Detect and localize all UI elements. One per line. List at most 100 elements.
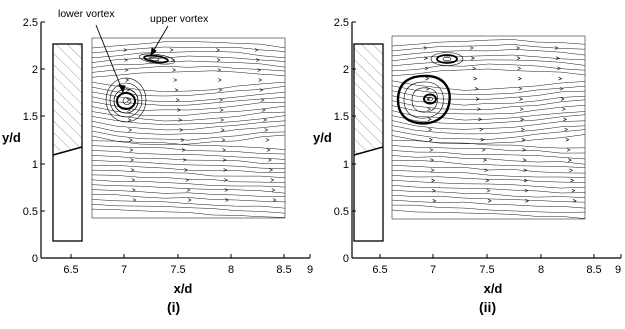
x-tick-ii-1: 7 [430, 264, 436, 276]
streamline [391, 160, 586, 168]
flow-arrow [222, 148, 227, 152]
flow-arrow [477, 107, 481, 111]
flow-arrow [132, 198, 137, 202]
flow-arrow [129, 138, 133, 142]
streamline [391, 170, 586, 178]
flow-arrow [563, 117, 568, 122]
flow-arrow [260, 98, 265, 102]
x-tick-i-1: 7 [121, 264, 127, 276]
streamline [391, 59, 586, 67]
x-tick-i-2: 7.5 [170, 264, 185, 276]
flow-arrow [130, 158, 135, 162]
streamline [91, 70, 286, 78]
panel-label-ii: (ii) [479, 299, 497, 315]
flow-arrow [521, 137, 526, 142]
flow-arrow [132, 188, 136, 192]
streamline [391, 99, 586, 110]
flow-arrow [224, 178, 228, 182]
flow-arrow [481, 148, 486, 152]
flow-arrow [185, 178, 190, 182]
streamline [91, 55, 286, 63]
flow-arrow [520, 117, 525, 122]
y-tick-i-3: 1.5 [23, 111, 38, 123]
streamline [91, 96, 286, 106]
flow-arrow [486, 188, 491, 193]
streamline [391, 85, 586, 95]
wall-body-ii [353, 43, 384, 242]
flow-arrow [187, 198, 192, 202]
flow-arrow [566, 148, 571, 152]
flow-arrow [130, 168, 135, 172]
streamline [91, 51, 286, 59]
flow-arrow [216, 58, 221, 62]
streamline [391, 145, 586, 154]
flow-arrow [124, 58, 129, 62]
flow-arrow [423, 46, 428, 50]
streamline [91, 203, 286, 214]
streamline [91, 134, 286, 145]
streamline [391, 63, 586, 72]
flow-arrow [432, 188, 436, 193]
streamline [91, 125, 286, 135]
axes-i [40, 22, 310, 259]
flow-arrow [559, 86, 564, 91]
flow-arrow [425, 76, 430, 81]
streamline [91, 189, 286, 197]
flow-arrow [487, 199, 492, 203]
flow-arrow [431, 178, 436, 183]
streamline [391, 104, 586, 115]
flow-arrow [516, 46, 521, 50]
flow-arrow [473, 76, 478, 81]
streamline [91, 91, 286, 102]
streamline [391, 184, 586, 194]
x-tick-ii-4: 8.5 [586, 264, 601, 276]
flow-arrow [223, 168, 228, 172]
y-tick-ii-1: 0.5 [334, 206, 349, 218]
flow-arrow [218, 78, 222, 82]
flow-arrow [179, 128, 184, 132]
streamline [391, 155, 586, 165]
flow-arrow [172, 68, 177, 72]
flow-arrow [218, 88, 223, 92]
streamline [91, 65, 286, 73]
flow-arrow [523, 168, 528, 173]
streamline [391, 189, 586, 198]
flow-arrow [480, 137, 485, 142]
streamline [91, 174, 286, 183]
flow-arrow [424, 66, 429, 71]
x-ticks-ii [379, 254, 622, 258]
y-tick-ii-2: 1 [343, 159, 349, 171]
streamline [391, 125, 586, 135]
streamline [91, 184, 286, 194]
flow-arrow [557, 66, 562, 71]
streamline [391, 199, 586, 209]
x-tick-ii-3: 8 [538, 264, 544, 276]
flow-arrow [478, 117, 483, 122]
streamlines-ii [391, 35, 586, 220]
x-tick-i-5: 9 [307, 264, 313, 276]
y-tick-i-2: 1 [32, 159, 38, 171]
flow-arrow [518, 76, 522, 81]
flow-arrow [173, 78, 178, 82]
flow-arrow [570, 178, 575, 183]
flow-arrow [266, 148, 271, 152]
flow-arrow [522, 148, 527, 152]
flow-arrow [272, 198, 277, 202]
x-tick-ii-0: 6.5 [372, 264, 387, 276]
flow-arrow [219, 108, 224, 112]
streamline [91, 164, 285, 173]
y-tick-ii-4: 2 [343, 64, 349, 76]
y-tick-ii-3: 1.5 [334, 111, 349, 123]
streamline [391, 174, 586, 183]
flow-arrow [519, 107, 524, 111]
streamline [91, 46, 286, 54]
flow-arrow [479, 127, 484, 132]
streamline [391, 39, 586, 47]
streamline [91, 194, 286, 203]
flow-arrow [225, 198, 230, 202]
flow-arrow [516, 56, 521, 60]
annotation-arrows-i [95, 24, 169, 94]
flow-arrow [565, 137, 570, 142]
flow-arrow [222, 158, 227, 162]
